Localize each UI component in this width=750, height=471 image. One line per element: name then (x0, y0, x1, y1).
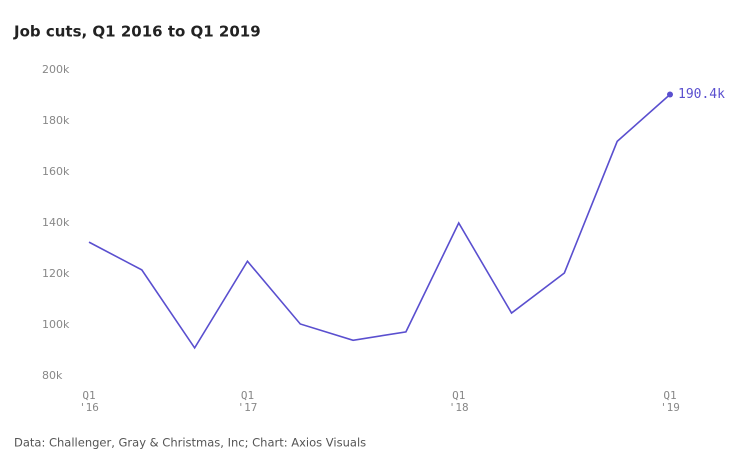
x-tick-label: Q1 '16 (79, 389, 99, 414)
x-tick-label: Q1 '17 (237, 389, 258, 414)
end-point (667, 91, 673, 98)
y-tick-label: 140k (42, 216, 70, 229)
y-tick-label: 100k (42, 318, 70, 331)
y-tick-label: 160k (42, 165, 70, 178)
chart-title: Job cuts, Q1 2016 to Q1 2019 (13, 23, 261, 41)
x-tick-label: Q1 '18 (448, 389, 469, 414)
y-tick-label: 80k (42, 369, 63, 382)
y-tick-label: 180k (42, 114, 70, 127)
value-label: 190.4k (678, 87, 725, 102)
x-tick-label: Q1 '19 (660, 389, 680, 414)
y-tick-label: 200k (42, 63, 70, 76)
source: Data: Challenger, Gray & Christmas, Inc;… (14, 436, 366, 450)
y-tick-label: 120k (42, 267, 70, 280)
line (88, 93, 671, 350)
